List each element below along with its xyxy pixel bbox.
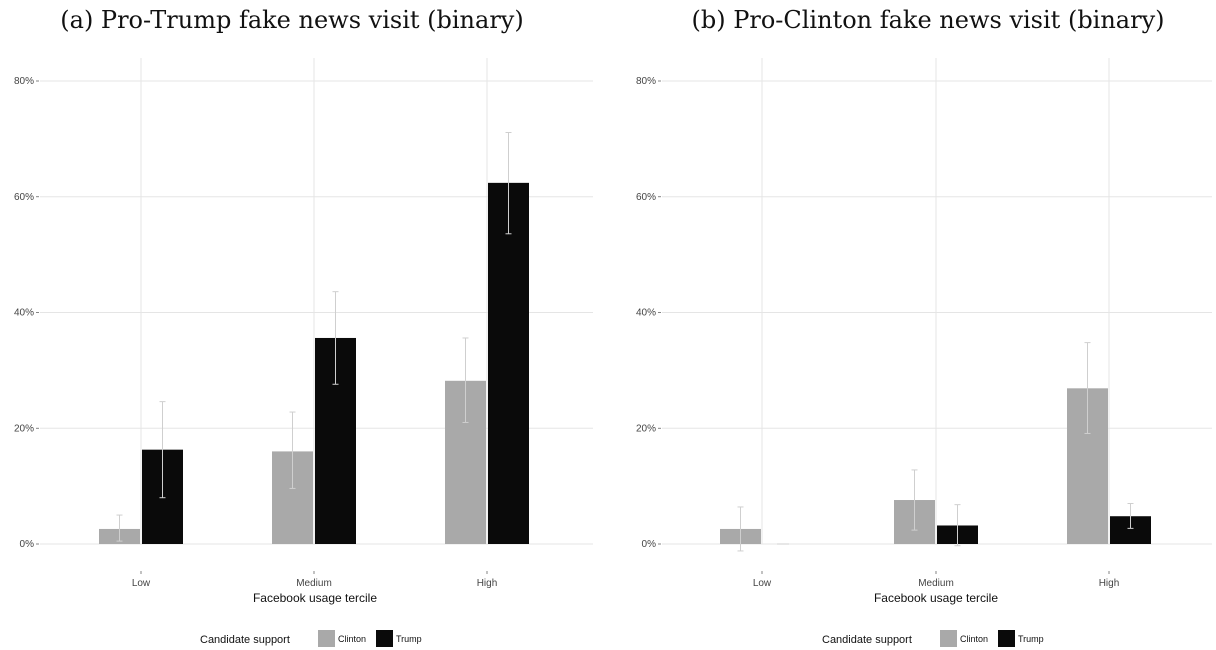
panel-a-errorbar-trump-high — [505, 132, 512, 235]
panel-b-ytick-label: 40% — [636, 308, 656, 319]
panel-a-xtick-label: Medium — [296, 578, 332, 589]
panel-b-legend-key-clinton — [940, 630, 957, 647]
panel-b-legend-label-trump: Trump — [1018, 634, 1044, 644]
panel-a-ytick-label: 80% — [14, 76, 34, 87]
panel-b-xtick-label: Medium — [918, 578, 954, 589]
panel-a-x-axis-title: Facebook usage tercile — [253, 591, 377, 605]
panel-a: (a) Pro-Trump fake news visit (binary) 0… — [14, 6, 593, 647]
panel-a-legend-key-clinton — [318, 630, 335, 647]
panel-b-legend-title: Candidate support — [822, 634, 912, 646]
panel-a-errorbar-clinton-low — [116, 514, 123, 542]
panel-b-errorbar-trump-high — [1127, 502, 1134, 529]
panel-b-title: (b) Pro-Clinton fake news visit (binary) — [691, 6, 1164, 34]
panel-a-errorbar-trump-medium — [332, 291, 339, 385]
panel-b-legend-label-clinton: Clinton — [960, 634, 988, 644]
panel-b-ytick-label: 60% — [636, 192, 656, 203]
panel-b-errorbar-clinton-low — [737, 506, 744, 552]
panel-b-ytick-label: 80% — [636, 76, 656, 87]
panel-b-ytick-label: 20% — [636, 423, 656, 434]
panel-b-legend-key-trump — [998, 630, 1015, 647]
panel-a-errorbar-trump-low — [159, 401, 166, 499]
panel-a-errorbar-clinton-medium — [289, 411, 296, 489]
panel-a-xtick-label: High — [477, 578, 498, 589]
panel-b-x-axis-title: Facebook usage tercile — [874, 591, 998, 605]
panel-a-legend-title: Candidate support — [200, 634, 290, 646]
panel-b-xtick-label: Low — [753, 578, 772, 589]
panel-a-title: (a) Pro-Trump fake news visit (binary) — [60, 6, 523, 34]
panel-b-legend: Candidate support Clinton Trump — [822, 630, 1044, 647]
panel-a-legend-label-clinton: Clinton — [338, 634, 366, 644]
panel-b-errorbar-clinton-medium — [911, 469, 918, 531]
panel-a-ytick-label: 60% — [14, 192, 34, 203]
panel-b-xtick-label: High — [1099, 578, 1120, 589]
panel-a-ytick-label: 40% — [14, 308, 34, 319]
panel-a-errorbar-clinton-high — [462, 337, 469, 423]
panel-a-legend-label-trump: Trump — [396, 634, 422, 644]
panel-b: (b) Pro-Clinton fake news visit (binary)… — [636, 6, 1212, 647]
panel-a-ytick-label: 0% — [20, 539, 35, 550]
panel-b-errorbar-clinton-high — [1084, 342, 1091, 434]
panel-a-legend-key-trump — [376, 630, 393, 647]
panel-a-ytick-label: 20% — [14, 423, 34, 434]
panel-b-errorbar-trump-medium — [954, 504, 961, 547]
panel-a-bar-trump-high — [488, 182, 529, 545]
panel-b-ytick-label: 0% — [642, 539, 657, 550]
panel-a-legend: Candidate support Clinton Trump — [200, 630, 422, 647]
panel-a-xtick-label: Low — [132, 578, 151, 589]
